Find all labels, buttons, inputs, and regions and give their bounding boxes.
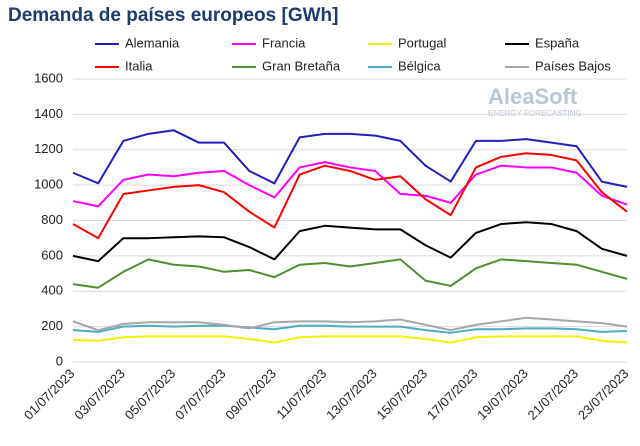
legend-label: Gran Bretaña [262, 58, 341, 73]
x-tick-label: 21/07/2023 [525, 366, 582, 423]
x-tick-label: 17/07/2023 [424, 366, 481, 423]
series-line [72, 161, 628, 208]
x-tick-label: 05/07/2023 [122, 366, 179, 423]
legend-label: Italia [125, 58, 153, 73]
x-tick-label: 15/07/2023 [373, 366, 430, 423]
y-tick-label: 1000 [34, 177, 63, 192]
x-tick-label: 11/07/2023 [273, 366, 329, 422]
series-line [72, 335, 628, 344]
x-tick-label: 01/07/2023 [21, 366, 78, 423]
x-tick-label: 07/07/2023 [172, 366, 229, 423]
legend-label: Países Bajos [535, 58, 611, 73]
legend-label: Bélgica [398, 58, 441, 73]
y-tick-label: 1200 [34, 141, 63, 156]
series-line [72, 258, 628, 289]
watermark-subtitle: ENERGY FORECASTING [488, 109, 582, 118]
series-line [72, 152, 628, 240]
legend-label: Portugal [398, 35, 447, 50]
legend-label: Alemania [125, 35, 180, 50]
y-tick-label: 600 [41, 247, 63, 262]
legend-label: Francia [262, 35, 306, 50]
y-tick-label: 1400 [34, 106, 63, 121]
chart-title: Demanda de países europeos [GWh] [8, 5, 338, 26]
series-line [72, 324, 628, 334]
y-tick-label: 400 [41, 283, 63, 298]
watermark: AleaSoft [488, 84, 578, 109]
x-tick-label: 03/07/2023 [71, 366, 128, 423]
x-tick-label: 19/07/2023 [474, 366, 531, 423]
series-line [72, 316, 628, 332]
series-line [72, 221, 628, 263]
y-tick-label: 1600 [34, 70, 63, 85]
x-tick-label: 23/07/2023 [575, 366, 632, 423]
y-tick-label: 200 [41, 318, 63, 333]
series-line [72, 129, 628, 188]
legend-label: España [535, 35, 580, 50]
y-tick-label: 800 [41, 212, 63, 227]
x-tick-label: 13/07/2023 [323, 366, 380, 423]
y-tick-label: 0 [56, 353, 63, 368]
x-tick-label: 09/07/2023 [222, 366, 279, 423]
